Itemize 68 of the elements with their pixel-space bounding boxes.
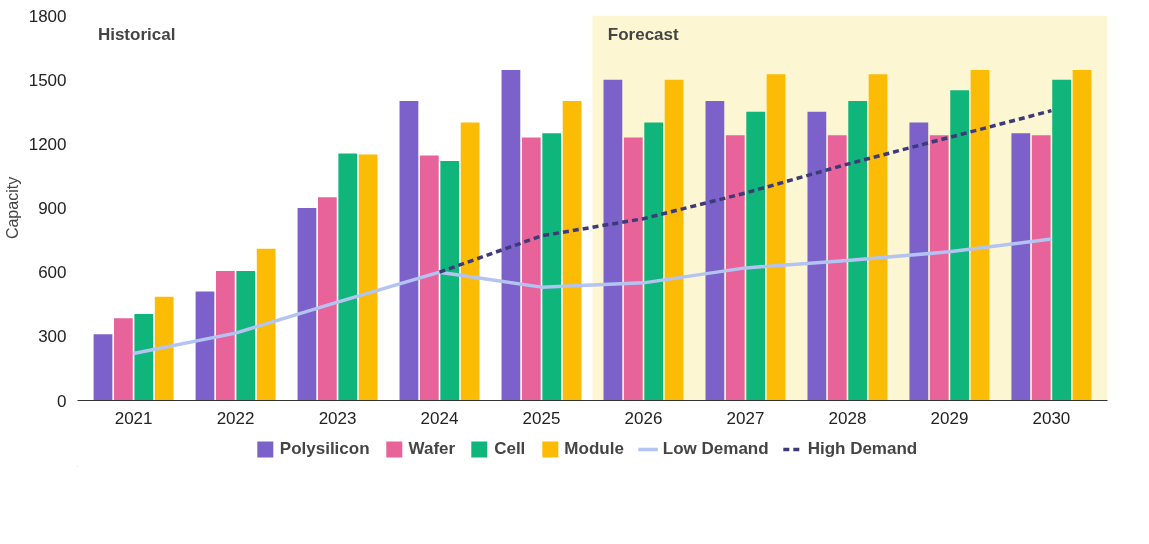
bar — [603, 79, 623, 401]
bar — [705, 101, 725, 401]
bar — [644, 122, 664, 401]
y-tick-label: 0 — [57, 391, 67, 411]
x-tick-label: 2026 — [624, 408, 663, 428]
bar — [134, 313, 154, 401]
bar — [725, 135, 745, 401]
bar — [623, 137, 643, 401]
bar — [501, 70, 521, 401]
bar — [215, 271, 235, 401]
bar — [256, 248, 276, 401]
legend-label: Module — [564, 438, 624, 459]
bar — [338, 153, 358, 401]
x-tick-label: 2028 — [828, 408, 867, 428]
line-series — [437, 108, 1054, 274]
legend-label: Cell — [494, 438, 526, 459]
bar — [195, 291, 215, 401]
y-tick-label: 1200 — [28, 134, 67, 154]
x-tick-label: 2024 — [420, 408, 459, 428]
y-axis-title: Capacity — [3, 176, 21, 240]
bar — [970, 70, 990, 401]
bar — [848, 101, 868, 401]
bar — [114, 318, 133, 401]
bar — [419, 155, 439, 401]
bar — [542, 133, 562, 401]
annotation: Historical — [97, 24, 176, 44]
legend-label: Polysilicon — [279, 438, 370, 459]
x-tick-label: 2022 — [216, 408, 255, 428]
legend-label: High Demand — [807, 438, 918, 459]
bar — [358, 154, 378, 401]
bar — [399, 101, 419, 401]
x-tick-label: 2023 — [318, 408, 357, 428]
bar — [460, 122, 480, 401]
bar — [317, 197, 337, 401]
bar — [1052, 79, 1071, 401]
bar — [746, 111, 766, 401]
bar — [827, 135, 847, 401]
x-tick-label: 2021 — [114, 408, 153, 428]
bar — [766, 74, 786, 401]
band-label: Forecast — [607, 24, 679, 44]
legend-label: Low Demand — [662, 438, 769, 459]
x-tick-label: 2029 — [930, 408, 969, 428]
bar — [929, 135, 949, 401]
bar — [562, 101, 582, 401]
bar — [1072, 70, 1092, 401]
line-series — [131, 237, 1054, 356]
bar — [950, 90, 970, 401]
x-tick-label: 2025 — [522, 408, 561, 428]
bar — [236, 271, 256, 401]
bar — [1011, 133, 1031, 401]
bar — [440, 160, 460, 401]
y-tick-label: 1500 — [28, 70, 67, 90]
x-tick-label: 2030 — [1032, 408, 1071, 428]
x-tick-label: 2027 — [726, 408, 765, 428]
bar — [93, 334, 113, 401]
bar — [664, 79, 684, 401]
y-tick-label: 300 — [38, 327, 67, 347]
bar — [297, 208, 317, 401]
bar — [521, 137, 541, 401]
bar — [909, 122, 929, 401]
y-tick-label: 600 — [38, 263, 67, 283]
y-tick-label: 1800 — [28, 6, 67, 26]
y-tick-label: 900 — [38, 199, 67, 218]
legend-label: Wafer — [408, 438, 456, 459]
bar — [868, 74, 888, 401]
bar — [154, 296, 174, 401]
bar — [1031, 135, 1051, 401]
bar — [807, 111, 827, 401]
